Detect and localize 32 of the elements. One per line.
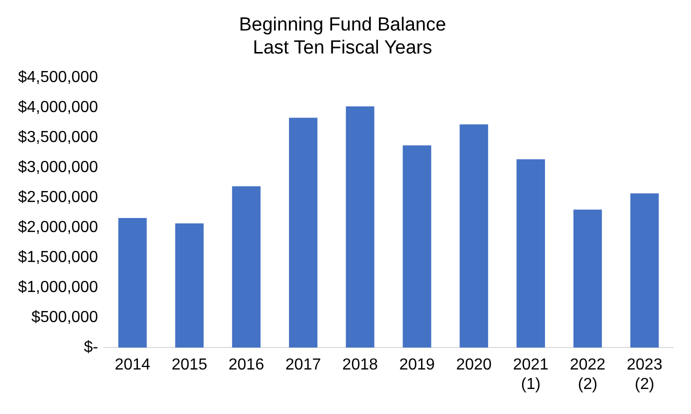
x-tick-label: 2016 bbox=[228, 356, 264, 374]
x-tick-label: 2021 (1) bbox=[512, 356, 549, 393]
y-tick-label: $1,000,000 bbox=[18, 279, 98, 296]
y-tick-label: $4,000,000 bbox=[18, 99, 98, 116]
bar bbox=[175, 223, 204, 348]
x-tick-label: 2022 (2) bbox=[570, 356, 606, 393]
bar bbox=[288, 118, 318, 348]
y-tick-label: $4,500,000 bbox=[18, 69, 98, 86]
x-tick-label: 2020 bbox=[456, 356, 492, 374]
x-tick-label: 2014 bbox=[114, 356, 150, 374]
bar bbox=[232, 186, 261, 348]
bar bbox=[402, 145, 432, 348]
bar bbox=[346, 106, 374, 348]
x-tick-label: 2023 (2) bbox=[626, 356, 662, 393]
y-tick-label: $2,500,000 bbox=[18, 189, 98, 206]
bar bbox=[460, 124, 488, 348]
y-tick-label: $1,500,000 bbox=[18, 249, 98, 266]
x-tick-label: 2019 bbox=[399, 356, 435, 374]
bar bbox=[118, 218, 147, 348]
chart-subtitle: Last Ten Fiscal Years bbox=[252, 37, 432, 58]
y-tick-label: $3,000,000 bbox=[18, 159, 98, 176]
bar bbox=[516, 159, 545, 348]
x-tick-label: 2018 bbox=[342, 356, 378, 374]
y-tick-label: $500,000 bbox=[31, 309, 98, 326]
y-tick-label: $2,000,000 bbox=[18, 219, 98, 236]
chart-title: Beginning Fund Balance bbox=[238, 14, 446, 36]
y-tick-label: $3,500,000 bbox=[18, 129, 98, 146]
bar bbox=[630, 193, 659, 348]
bar bbox=[573, 210, 602, 348]
x-tick-label: 2017 bbox=[285, 356, 322, 374]
x-tick-label: 2015 bbox=[172, 356, 208, 374]
y-tick-label: $- bbox=[84, 339, 98, 356]
